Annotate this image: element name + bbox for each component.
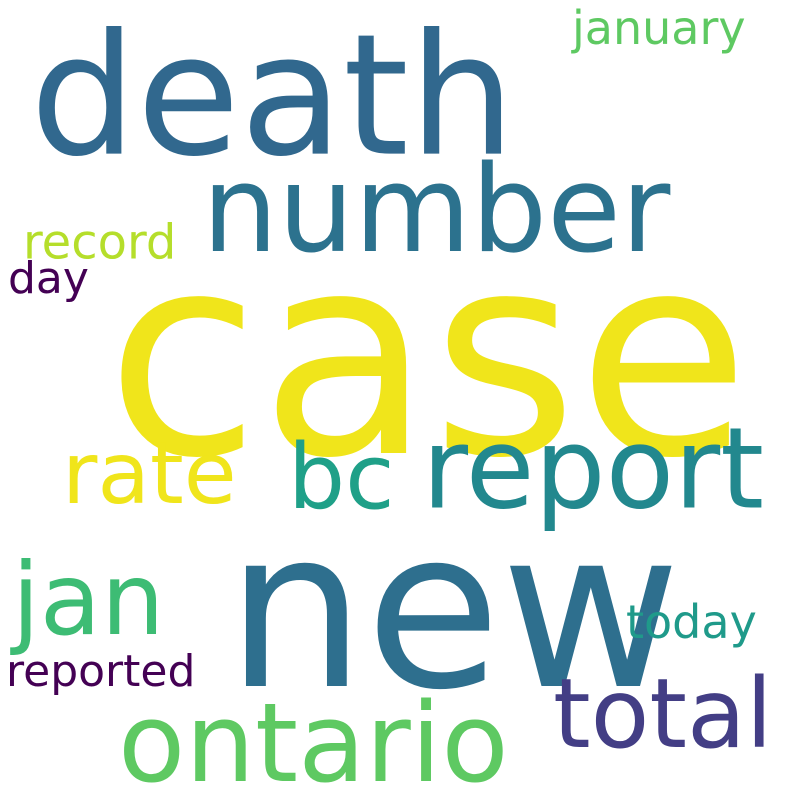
word-jan: jan xyxy=(12,541,165,658)
word-january: january xyxy=(572,1,746,56)
word-today: today xyxy=(626,595,757,650)
word-reported: reported xyxy=(6,645,196,697)
word-rate: rate xyxy=(62,424,237,525)
word-bc: bc xyxy=(288,425,395,530)
word-total: total xyxy=(553,658,773,771)
word-record: record xyxy=(23,214,177,271)
word-case: case xyxy=(106,194,750,520)
word-report: report xyxy=(422,404,765,535)
word-death: death xyxy=(30,0,516,194)
word-day: day xyxy=(8,252,89,304)
word-ontario: ontario xyxy=(118,679,509,800)
word-number: number xyxy=(202,141,671,280)
word-new: new xyxy=(226,482,681,738)
